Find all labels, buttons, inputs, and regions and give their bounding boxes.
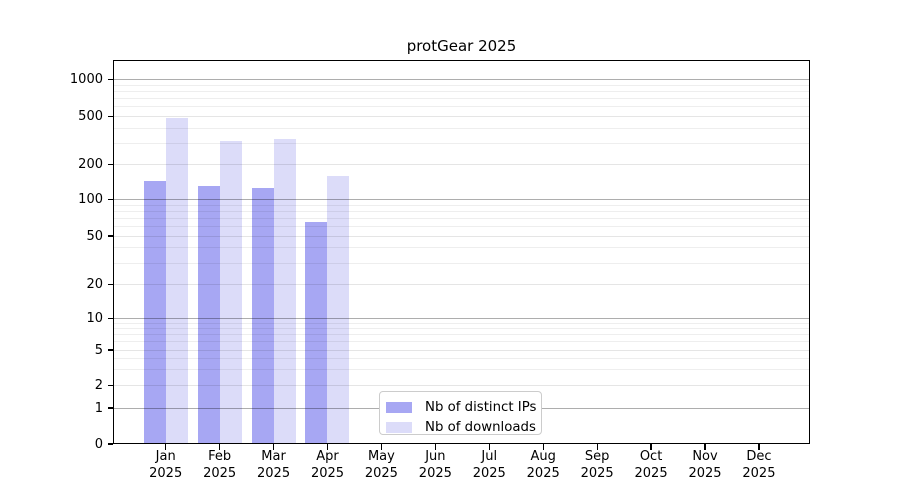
y-gridline-minor: [113, 358, 810, 360]
legend-label-downloads: Nb of downloads: [425, 419, 536, 435]
y-tick-label: 20: [86, 277, 103, 292]
x-tick-mark: [758, 444, 760, 450]
bar-ips-apr: [305, 222, 328, 444]
y-tick-label: 10: [86, 311, 103, 327]
y-tick-mark: [107, 283, 113, 286]
x-tick-mark: [380, 444, 382, 450]
legend-label-distinct-ips: Nb of distinct IPs: [425, 399, 537, 415]
x-tick-label: Feb 2025: [203, 449, 237, 481]
y-tick-mark: [107, 163, 113, 165]
x-tick-mark: [596, 444, 598, 450]
x-tick-label: Jul 2025: [472, 449, 506, 481]
y-gridline-minor: [113, 334, 810, 336]
x-tick-mark: [488, 444, 490, 450]
y-gridline: [113, 116, 810, 117]
plot-area: Nb of distinct IPs Nb of downloads 0 1 2 5 1…: [70, 60, 810, 481]
x-tick-label: Nov 2025: [688, 449, 722, 481]
legend-item-downloads: Nb of downloads: [386, 417, 541, 437]
legend-swatch-downloads: [386, 421, 412, 433]
y-gridline-minor: [113, 247, 810, 249]
legend-item-distinct-ips: Nb of distinct IPs: [386, 397, 541, 417]
x-tick-mark: [326, 444, 329, 450]
y-tick-mark: [107, 384, 113, 387]
x-tick-mark: [219, 444, 221, 450]
y-gridline-minor: [113, 98, 810, 100]
y-tick-label: 1000: [69, 72, 103, 88]
y-tick-label: 50: [86, 228, 103, 244]
x-tick-mark: [434, 444, 436, 450]
y-gridline-minor: [113, 369, 810, 371]
y-gridline-minor: [113, 142, 810, 144]
y-gridline: [113, 79, 810, 81]
y-gridline-minor: [113, 127, 810, 129]
x-tick-label: Sep 2025: [580, 449, 614, 481]
legend-swatch-distinct-ips: [386, 401, 412, 413]
x-tick-label: Jun 2025: [418, 449, 452, 481]
y-tick-mark: [107, 235, 113, 237]
x-tick-mark: [272, 444, 275, 450]
y-gridline: [113, 235, 810, 237]
bar-downloads-apr: [327, 175, 350, 444]
y-tick-mark: [107, 407, 113, 409]
bar-downloads-feb: [219, 140, 242, 444]
x-tick-label: Mar 2025: [257, 449, 291, 481]
y-tick-label: 500: [78, 109, 103, 124]
y-tick-mark: [107, 349, 113, 351]
y-tick-mark: [107, 79, 113, 81]
y-gridline-minor: [113, 341, 810, 343]
y-gridline: [113, 163, 810, 165]
x-tick-label: Dec 2025: [742, 449, 776, 481]
y-gridline: [113, 349, 810, 351]
x-tick-mark: [650, 444, 652, 450]
y-tick-mark: [107, 443, 113, 445]
x-tick-label: Apr 2025: [310, 449, 345, 481]
x-tick-mark: [165, 444, 167, 450]
y-gridline-minor: [113, 106, 810, 108]
y-gridline-minor: [113, 225, 810, 227]
y-gridline-minor: [113, 84, 810, 86]
y-gridline-minor: [113, 262, 810, 264]
y-gridline-minor: [113, 328, 810, 330]
y-tick-label: 200: [78, 156, 103, 172]
y-gridline-minor: [113, 322, 810, 324]
x-tick-label: Aug 2025: [526, 449, 560, 481]
y-tick-mark: [107, 115, 113, 118]
chart-title: protGear 2025: [406, 37, 517, 55]
x-tick-label: Oct 2025: [634, 449, 668, 481]
y-gridline-minor: [113, 217, 810, 219]
y-tick-mark: [107, 198, 113, 201]
bar-ips-jan: [143, 180, 166, 444]
y-gridline: [113, 385, 810, 386]
bar-downloads-mar: [273, 138, 296, 444]
x-tick-mark: [542, 444, 544, 450]
y-tick-label: 0: [94, 436, 103, 452]
y-gridline-minor: [113, 91, 810, 93]
y-gridline-minor: [113, 204, 810, 206]
y-tick-label: 1: [94, 400, 103, 416]
x-tick-label: Jan 2025: [149, 449, 183, 481]
bar-ips-mar: [251, 188, 274, 444]
bar-ips-feb: [197, 186, 220, 444]
x-tick-label: May 2025: [364, 449, 398, 481]
y-tick-label: 100: [78, 192, 103, 207]
bar-downloads-jan: [165, 118, 188, 444]
legend: Nb of distinct IPs Nb of downloads: [379, 391, 542, 435]
y-tick-label: 5: [94, 342, 103, 358]
y-gridline: [113, 318, 810, 320]
y-gridline: [113, 199, 810, 200]
y-gridline: [113, 284, 810, 285]
y-gridline-minor: [113, 210, 810, 212]
y-tick-mark: [107, 318, 113, 320]
x-tick-mark: [704, 444, 706, 450]
y-tick-label: 2: [94, 378, 103, 393]
